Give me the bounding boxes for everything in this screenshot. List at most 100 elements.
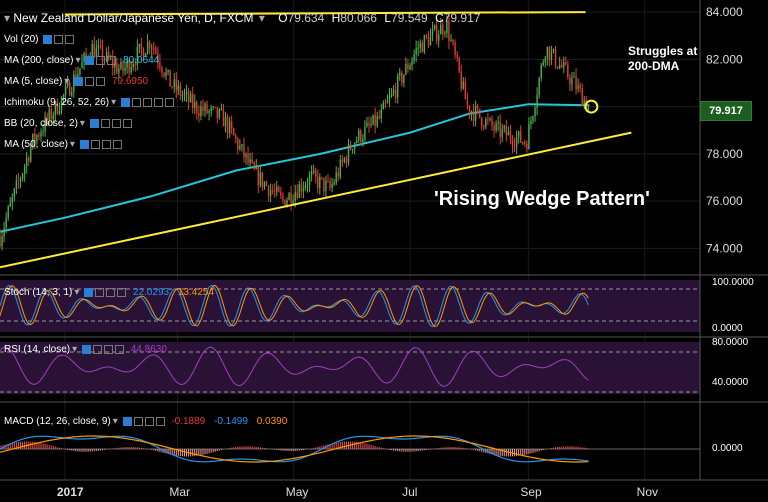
visibility-icon[interactable] xyxy=(79,139,89,149)
dropdown-icon[interactable]: ▾ xyxy=(74,287,80,298)
add-icon[interactable] xyxy=(106,287,116,297)
visibility-icon[interactable] xyxy=(122,416,132,426)
rsi-legend[interactable]: RSI (14, close) ▾ 44.8630 xyxy=(4,344,167,355)
remove-icon[interactable] xyxy=(107,55,117,65)
dropdown-icon[interactable]: ▾ xyxy=(69,139,75,150)
dropdown-icon[interactable]: ▾ xyxy=(111,97,117,108)
high-label: H xyxy=(331,11,341,25)
dropdown-icon[interactable]: ▾ xyxy=(75,55,81,66)
candle-body xyxy=(42,131,44,133)
remove-icon[interactable] xyxy=(114,344,124,354)
candle-body xyxy=(66,82,69,87)
indicator-ma5-label: MA (5, close) xyxy=(4,76,63,87)
candle-body xyxy=(409,65,411,70)
indicator-bb[interactable]: BB (20, close, 2) ▾ xyxy=(4,118,132,129)
candle-body xyxy=(446,21,448,33)
settings-icon[interactable] xyxy=(131,97,141,107)
visibility-icon[interactable] xyxy=(74,76,84,86)
remove-icon[interactable] xyxy=(122,118,132,128)
settings-icon[interactable] xyxy=(95,287,105,297)
stoch-legend[interactable]: Stoch (14, 3, 1) ▾ 22.0293 13.4254 xyxy=(4,287,214,298)
settings-icon[interactable] xyxy=(96,55,106,65)
candle-body xyxy=(491,118,493,127)
candle-body xyxy=(187,91,190,103)
add-icon[interactable] xyxy=(103,344,113,354)
add-icon[interactable] xyxy=(111,118,121,128)
remove-icon[interactable] xyxy=(164,97,174,107)
remove-icon[interactable] xyxy=(112,139,122,149)
macd-signal-value: -0.1499 xyxy=(214,416,248,427)
symbol-dropdown-icon[interactable]: ▾ xyxy=(258,11,265,25)
candle-body xyxy=(534,107,536,117)
candle-body xyxy=(159,61,161,68)
candle-body xyxy=(427,37,430,46)
stoch-tick-top: 100.0000 xyxy=(712,277,754,288)
candle-body xyxy=(1,236,3,247)
visibility-icon[interactable] xyxy=(81,344,91,354)
indicator-ma50[interactable]: MA (50, close) ▾ xyxy=(4,139,122,150)
source-icon[interactable] xyxy=(142,97,152,107)
dma-note-line1: Struggles at xyxy=(628,44,698,58)
candle-body xyxy=(122,61,124,72)
candle-body xyxy=(310,171,313,176)
candle-body xyxy=(493,126,495,131)
candle-body xyxy=(11,197,13,203)
candle-body xyxy=(290,192,292,204)
candle-body xyxy=(52,114,54,120)
dropdown-icon[interactable]: ▾ xyxy=(64,76,70,87)
remove-icon[interactable] xyxy=(96,76,106,86)
dropdown-icon[interactable]: ▾ xyxy=(72,344,78,355)
candle-body xyxy=(56,101,59,114)
collapse-icon[interactable]: ▾ xyxy=(4,11,11,25)
add-icon[interactable] xyxy=(101,139,111,149)
x-tick-label: Nov xyxy=(637,485,658,499)
symbol-title[interactable]: New Zealand Dollar/Japanese Yen, D, FXCM xyxy=(13,11,254,25)
indicator-vol[interactable]: Vol (20) xyxy=(4,34,75,45)
remove-icon[interactable] xyxy=(155,416,165,426)
candle-body xyxy=(472,111,475,121)
candle-body xyxy=(85,53,87,56)
add-icon[interactable] xyxy=(153,97,163,107)
dropdown-icon[interactable]: ▾ xyxy=(112,416,118,427)
dropdown-icon[interactable]: ▾ xyxy=(79,118,85,129)
indicator-ichimoku[interactable]: Ichimoku (9, 26, 52, 26) ▾ xyxy=(4,97,174,108)
candle-body xyxy=(540,65,542,78)
resistance-line xyxy=(64,11,586,16)
remove-icon[interactable] xyxy=(117,287,127,297)
y-tick-label: 74.000 xyxy=(706,241,743,255)
candle-body xyxy=(276,186,278,192)
candle-body xyxy=(372,114,374,125)
visibility-icon[interactable] xyxy=(84,287,94,297)
remove-icon[interactable] xyxy=(65,34,75,44)
visibility-icon[interactable] xyxy=(43,34,53,44)
add-icon[interactable] xyxy=(144,416,154,426)
visibility-icon[interactable] xyxy=(85,55,95,65)
settings-icon[interactable] xyxy=(92,344,102,354)
candle-body xyxy=(481,117,483,127)
candle-body xyxy=(116,63,118,73)
candle-body xyxy=(177,85,180,91)
indicator-ma200[interactable]: MA (200, close) ▾ 80.0644 xyxy=(4,55,159,66)
settings-icon[interactable] xyxy=(54,34,64,44)
low-value: 79.549 xyxy=(391,11,428,25)
candle-body xyxy=(265,182,268,186)
settings-icon[interactable] xyxy=(85,76,95,86)
candle-body xyxy=(46,116,48,121)
settings-icon[interactable] xyxy=(100,118,110,128)
visibility-icon[interactable] xyxy=(120,97,130,107)
candle-body xyxy=(38,135,40,137)
candle-body xyxy=(407,64,409,70)
candle-body xyxy=(185,91,188,94)
candle-body xyxy=(30,146,32,162)
indicator-ma5[interactable]: MA (5, close) ▾ 79.6950 xyxy=(4,76,148,87)
candle-body xyxy=(206,103,208,114)
visibility-icon[interactable] xyxy=(89,118,99,128)
macd-legend[interactable]: MACD (12, 26, close, 9) ▾ -0.1889 -0.1499… xyxy=(4,416,287,427)
candle-body xyxy=(81,61,83,69)
candle-body xyxy=(3,227,5,237)
candle-body xyxy=(54,101,57,115)
y-tick-label: 82.000 xyxy=(706,52,743,66)
rsi-line xyxy=(0,346,589,387)
settings-icon[interactable] xyxy=(133,416,143,426)
settings-icon[interactable] xyxy=(90,139,100,149)
